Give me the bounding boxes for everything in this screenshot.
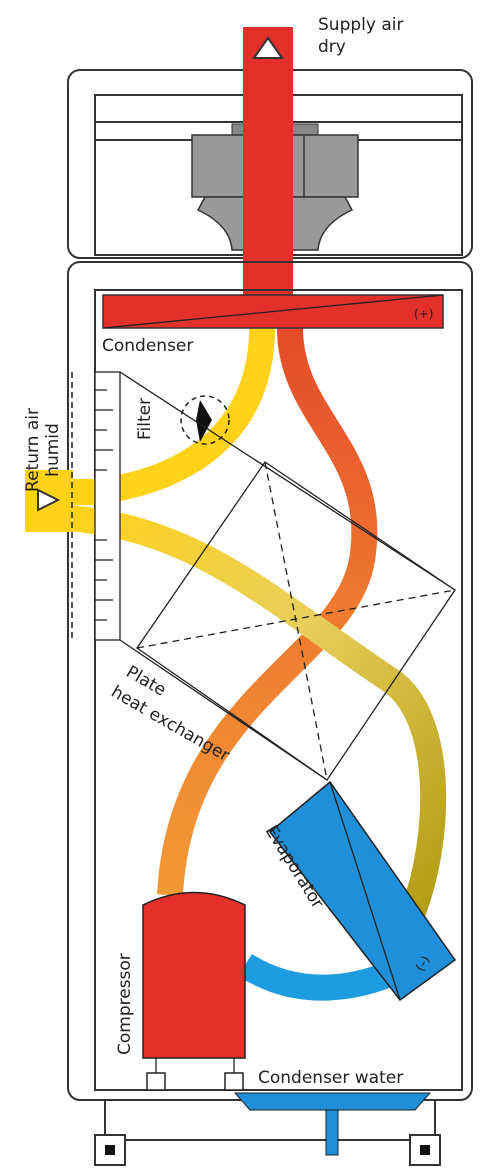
supply-label: Supply air xyxy=(318,15,403,35)
cooled-air-flow xyxy=(68,505,447,936)
compressor xyxy=(142,891,246,1059)
return-arrow xyxy=(37,488,61,512)
return-label: humid xyxy=(43,423,63,477)
return-label: Return air xyxy=(23,408,43,492)
condenser-sign: (+) xyxy=(414,307,433,321)
supply-duct xyxy=(243,27,293,302)
supply-label: dry xyxy=(318,37,346,57)
filter xyxy=(71,371,121,641)
evaporator-sign: (–) xyxy=(413,953,433,973)
condenser-label: Condenser xyxy=(102,336,193,356)
compressor-label: Compressor xyxy=(115,953,135,1055)
damper-blade xyxy=(196,400,212,442)
compressor-foot xyxy=(224,1072,244,1091)
supply-arrow xyxy=(252,36,284,59)
evaporator xyxy=(268,780,457,1002)
hot-pipe xyxy=(157,327,378,896)
water-tray xyxy=(233,1092,432,1111)
condenser-water-label: Condenser water xyxy=(258,1068,403,1088)
cabinet xyxy=(67,261,473,1166)
drain xyxy=(325,1109,339,1156)
hx-label: heat exchanger xyxy=(108,682,233,766)
damper xyxy=(180,395,230,445)
filter-label: Filter xyxy=(135,398,155,440)
plate-heat-exchanger xyxy=(119,371,456,781)
compressor-foot xyxy=(146,1072,166,1091)
